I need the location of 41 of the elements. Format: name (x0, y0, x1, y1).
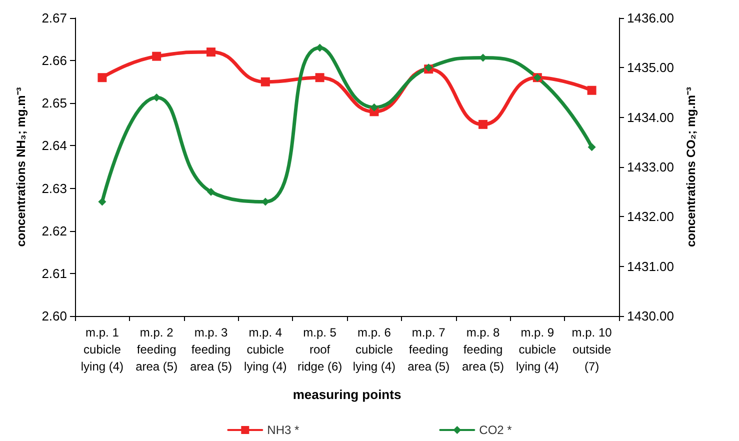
x-tick-label: m.p. 4 cubicle lying (4) (244, 326, 287, 374)
y2-tick-label: 1436.00 (627, 10, 674, 26)
x-tick-label: m.p. 10 outside (7) (572, 326, 612, 374)
x-tick-label: m.p. 3 feeding area (5) (190, 326, 232, 374)
y2-axis-title: concentrations CO₂; mg.m⁻³ (684, 86, 698, 248)
point (206, 48, 216, 57)
point (152, 52, 162, 61)
y2-tick-label: 1430.00 (627, 308, 674, 324)
x-tick-label: m.p. 1 cubicle lying (4) (80, 326, 124, 374)
y-tick-label: 2.65 (42, 96, 67, 111)
point (260, 77, 270, 86)
x-tick-label: m.p. 2 feeding area (5) (136, 326, 178, 374)
y2-tick-label: 1433.00 (627, 160, 674, 174)
x-tick-label: m.p. 7 feeding area (5) (408, 326, 450, 374)
y-tick-label: 2.62 (42, 223, 67, 238)
x-tick-label: m.p. 5 roof ridge (6) (297, 326, 342, 374)
y-tick-label: 2.61 (42, 266, 67, 281)
point (207, 188, 215, 196)
y2-tick-label: 1435.00 (627, 60, 674, 76)
y-axis-title: concentrations NH₃; mg.m⁻³ (14, 87, 28, 247)
legend-label: CO2 * (479, 423, 512, 437)
legend-label: NH3 * (267, 423, 300, 437)
y-tick-label: 2.66 (42, 53, 67, 68)
y-tick-label: 2.64 (42, 138, 67, 154)
point (588, 143, 596, 152)
y2-tick-label: 1432.00 (627, 209, 674, 224)
y2-tick-label: 1431.00 (627, 258, 674, 274)
point (587, 86, 596, 95)
point (98, 198, 106, 206)
point (478, 120, 488, 129)
y-tick-label: 2.63 (42, 180, 67, 196)
y-tick-label: 2.67 (42, 10, 67, 26)
x-axis-title: measuring points (292, 387, 402, 402)
x-tick-label: m.p. 6 cubicle lying (4) (352, 326, 396, 374)
y-tick-label: 2.60 (42, 308, 67, 324)
y2-tick-label: 1434.00 (627, 110, 674, 125)
x-tick-label: m.p. 9 cubicle lying (4) (516, 326, 559, 374)
point (315, 73, 324, 82)
point (370, 103, 378, 112)
x-tick-label: m.p. 8 feeding area (5) (462, 326, 504, 374)
point (98, 73, 107, 82)
